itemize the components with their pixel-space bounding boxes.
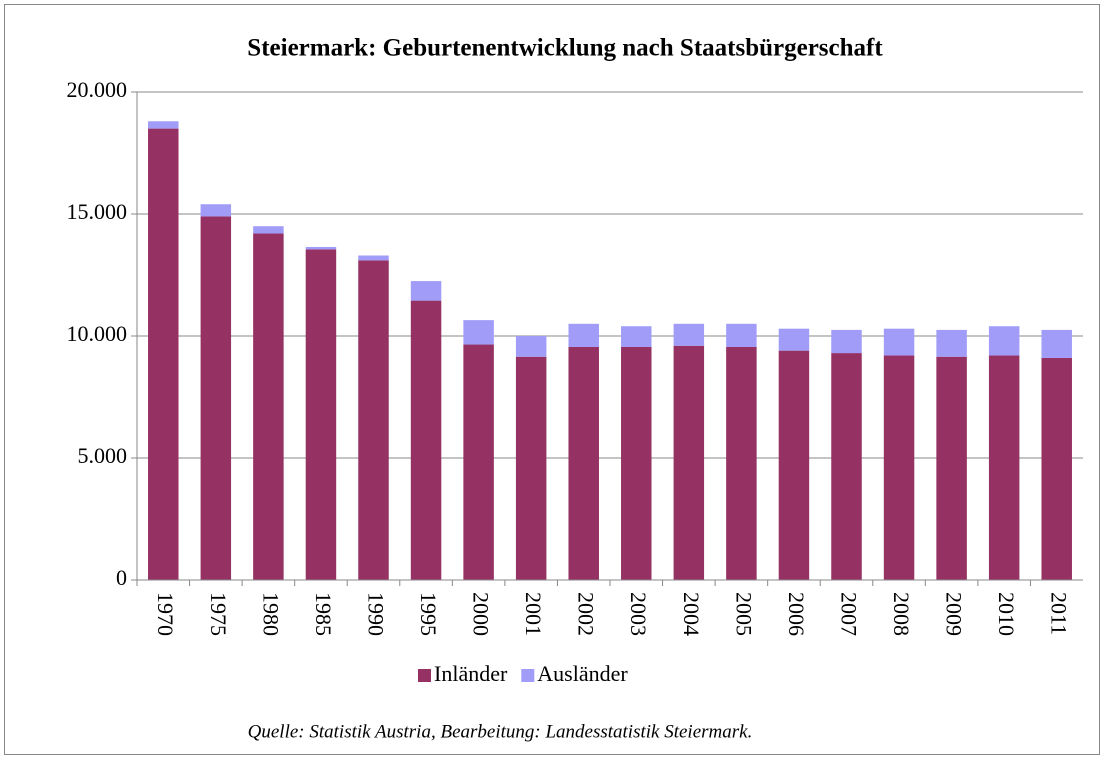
x-tick-label: 2001 xyxy=(521,592,546,636)
bar-segment xyxy=(358,255,389,261)
bar-segment xyxy=(936,356,967,580)
bar-segment xyxy=(621,326,652,347)
x-tick-label: 1990 xyxy=(363,592,388,636)
x-tick-label: 2010 xyxy=(994,592,1019,636)
y-tick-label: 0 xyxy=(116,565,127,590)
x-tick-label: 2003 xyxy=(626,592,651,636)
x-tick-label: 1975 xyxy=(206,592,231,636)
bar-segment xyxy=(305,249,337,580)
chart-frame xyxy=(4,4,1100,755)
legend-swatch xyxy=(418,669,431,682)
y-tick-label: 15.000 xyxy=(67,199,128,224)
bar-segment xyxy=(778,350,810,580)
y-tick-label: 5.000 xyxy=(78,443,128,468)
x-tick-label: 2002 xyxy=(574,592,599,636)
bar-segment xyxy=(568,323,599,347)
bar-segment xyxy=(673,345,705,580)
bar-segment xyxy=(988,326,1020,356)
x-tick-label: 2004 xyxy=(679,592,704,636)
bar-segment xyxy=(148,121,179,129)
x-tick-label: 1995 xyxy=(416,592,441,636)
bar-segment xyxy=(305,246,337,250)
bar-segment xyxy=(936,329,967,357)
x-tick-label: 2005 xyxy=(731,592,756,636)
x-tick-label: 1985 xyxy=(311,592,336,636)
bar-segment xyxy=(831,329,862,354)
bar-segment xyxy=(410,300,442,580)
x-tick-label: 2011 xyxy=(1047,592,1072,635)
x-tick-label: 2006 xyxy=(784,592,809,636)
x-tick-label: 1970 xyxy=(153,592,178,636)
x-tick-label: 2009 xyxy=(942,592,967,636)
bar-segment xyxy=(253,233,284,580)
bar-segment xyxy=(253,226,284,234)
bar-segment xyxy=(568,346,599,580)
bar-segment xyxy=(883,328,915,356)
y-tick-label: 10.000 xyxy=(67,321,128,346)
bar-segment xyxy=(463,344,494,580)
source-note: Quelle: Statistik Austria, Bearbeitung: … xyxy=(248,721,753,742)
bar-segment xyxy=(200,204,232,217)
bar-segment xyxy=(621,346,652,580)
bar-segment xyxy=(410,281,442,301)
legend-label: Ausländer xyxy=(537,661,628,686)
x-tick-label: 2000 xyxy=(469,592,494,636)
bar-segment xyxy=(1041,357,1072,580)
bar-segment xyxy=(463,320,494,345)
bar-segment xyxy=(673,323,705,346)
x-tick-label: 1980 xyxy=(258,592,283,636)
bar-segment xyxy=(831,353,862,580)
bar-segment xyxy=(1041,329,1072,358)
legend-swatch xyxy=(521,669,535,682)
legend-label: Inländer xyxy=(434,661,508,686)
bar-segment xyxy=(515,336,547,357)
bar-segment xyxy=(515,356,547,580)
bar-segment xyxy=(726,346,757,580)
bar-segment xyxy=(778,328,810,351)
x-tick-label: 2008 xyxy=(889,592,914,636)
bar-segment xyxy=(200,216,232,580)
bar-segment xyxy=(358,260,389,580)
bar-segment xyxy=(988,355,1020,580)
bar-segment xyxy=(726,323,757,347)
bar-segment xyxy=(883,355,915,580)
y-tick-label: 20.000 xyxy=(67,77,128,102)
chart-title: Steiermark: Geburtenentwicklung nach Sta… xyxy=(247,35,883,62)
bar-segment xyxy=(148,128,179,580)
x-tick-label: 2007 xyxy=(836,592,861,636)
